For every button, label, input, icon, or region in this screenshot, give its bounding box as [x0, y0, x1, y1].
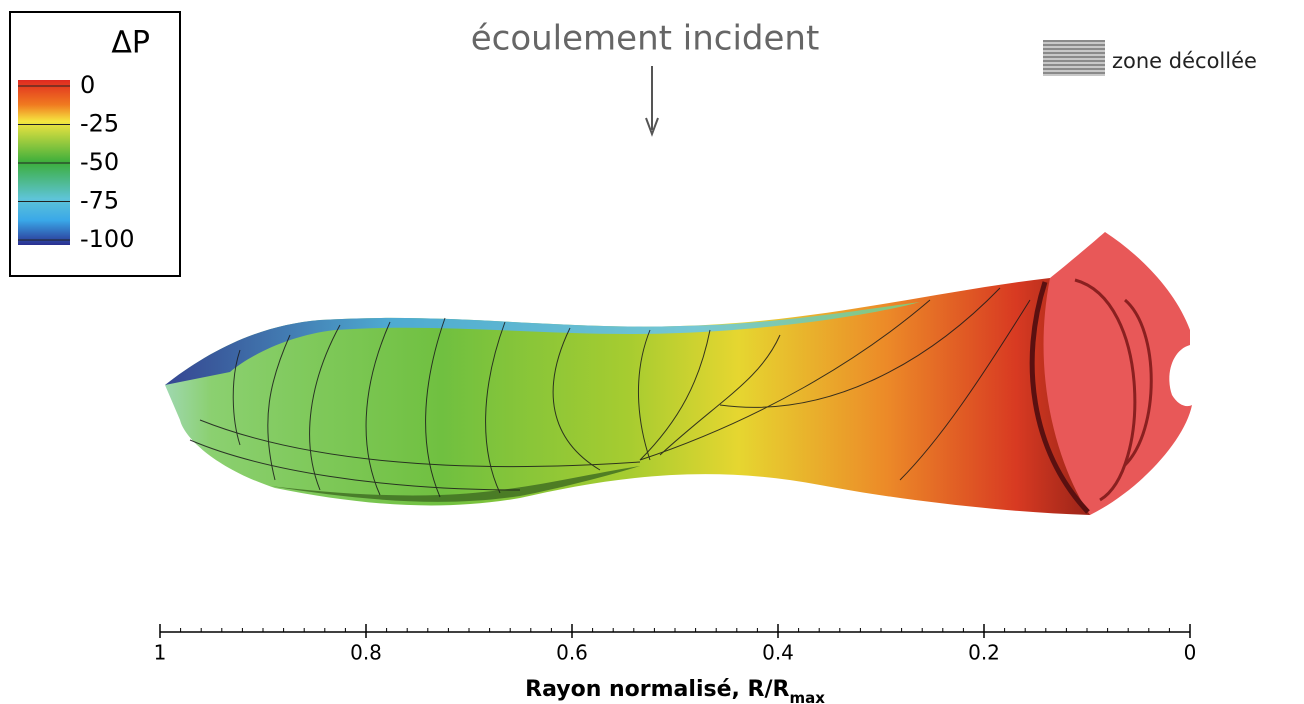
streamlines [189, 287, 1031, 498]
colorbar-tick-label: -100 [80, 225, 134, 253]
colorbar-tick-label: -25 [80, 110, 119, 138]
colorbar-tick-label: -75 [80, 187, 119, 215]
colorbar-tick-label: -50 [80, 148, 119, 176]
cap-ring [1074, 278, 1137, 502]
separated-zone [270, 466, 640, 502]
axis-tick-label: 0 [1184, 641, 1197, 665]
zone-swatch [1043, 40, 1105, 76]
axis-label-main: Rayon normalisé, R/R [525, 677, 789, 702]
axis-tick-label: 0.8 [350, 641, 382, 665]
blade-root-cap [1043, 232, 1192, 515]
legend-title: ΔP [111, 26, 150, 61]
blade [165, 232, 1192, 515]
axis-label-sub: max [789, 689, 825, 704]
cap-ring [1123, 298, 1153, 467]
cap-edge [1029, 281, 1090, 514]
flow-arrow-head [645, 117, 659, 137]
axis-tick-label: 0.2 [968, 641, 1000, 665]
axis-tick-label: 0.4 [762, 641, 794, 665]
axis-label: Rayon normalisé, R/Rmax [525, 677, 825, 704]
blade-surface [165, 278, 1090, 515]
colorbar-tick-label: 0 [80, 71, 95, 99]
blade-leading-band [165, 302, 920, 385]
axis-tick-label: 0.6 [556, 641, 588, 665]
zone-label: zone décollée [1112, 49, 1257, 73]
axis-tick-label: 1 [154, 641, 167, 665]
flow-annotation: écoulement incident [471, 19, 820, 59]
